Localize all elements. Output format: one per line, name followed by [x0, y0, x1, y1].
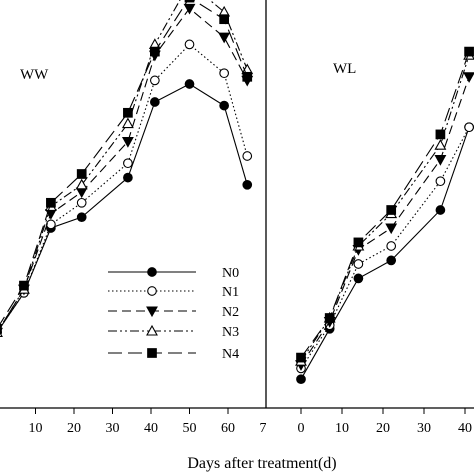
data-point-n2	[463, 72, 474, 83]
data-point-n3	[121, 117, 134, 129]
x-tick-label: 10	[29, 421, 43, 436]
x-tick-label: 20	[376, 421, 390, 436]
x-tick-label: 50	[183, 421, 197, 436]
x-tick-label: 60	[221, 421, 235, 436]
x-tick-label: 40	[144, 421, 158, 436]
legend: N0 N1 N2 N3 N4	[108, 266, 239, 362]
legend-label-n4: N4	[222, 347, 239, 362]
data-point-n4	[242, 71, 253, 82]
legend-label-n3: N3	[222, 325, 239, 340]
series-line-n2	[0, 7, 248, 329]
series-line-n0	[300, 127, 470, 380]
legend-marker-n4	[147, 348, 157, 358]
data-point-n4	[353, 237, 364, 248]
data-point-n4	[19, 280, 29, 291]
data-point-n4	[464, 46, 474, 57]
x-tick-label: 30	[417, 421, 431, 436]
series-line-n1	[300, 126, 470, 369]
data-point-n0	[76, 212, 87, 223]
data-point-n4	[296, 352, 306, 363]
data-point-n2	[385, 223, 398, 235]
panel-wl: 0 10 20 30 40	[295, 46, 474, 436]
data-point-n2	[434, 155, 447, 166]
data-point-n1	[353, 259, 364, 269]
panel-ww: 10 20 30 40 50 60 70	[0, 0, 274, 436]
data-point-n2	[121, 137, 134, 148]
data-point-n0	[219, 100, 229, 111]
data-point-n4	[0, 323, 2, 334]
data-point-n4	[219, 14, 230, 25]
legend-label-n0: N0	[222, 266, 239, 281]
data-point-n3	[0, 331, 3, 337]
data-point-n0	[242, 179, 253, 190]
legend-label-n2: N2	[222, 305, 239, 320]
data-point-n4	[435, 129, 446, 140]
data-point-n3	[434, 139, 447, 150]
panel-label-ww: WW	[20, 67, 49, 83]
data-point-n4	[150, 46, 160, 57]
data-point-n4	[123, 107, 133, 118]
data-point-n4	[184, 0, 195, 3]
data-point-n0	[150, 97, 160, 107]
data-point-n0	[123, 172, 133, 183]
data-point-n2	[218, 32, 231, 44]
data-point-n1	[123, 158, 133, 169]
legend-marker-n2	[146, 306, 158, 318]
legend-marker-n1	[147, 286, 157, 296]
x-tick-label: 70	[260, 421, 274, 436]
data-point-n0	[386, 255, 397, 266]
data-point-n1	[46, 219, 56, 230]
series-line-n0	[0, 83, 248, 329]
data-point-n1	[464, 122, 474, 133]
data-point-n3	[75, 178, 88, 190]
legend-marker-n0	[147, 267, 157, 277]
data-point-n1	[242, 151, 253, 161]
x-tick-label: 40	[458, 421, 472, 436]
series-line-n4	[300, 51, 470, 358]
legend-marker-n3	[146, 324, 158, 336]
data-point-n4	[324, 313, 335, 323]
data-point-n0	[296, 374, 306, 385]
legend-label-n1: N1	[222, 285, 239, 300]
data-point-n4	[386, 205, 397, 215]
x-axis-label: Days after treatment(d)	[187, 455, 336, 472]
data-point-n1	[76, 197, 87, 208]
data-point-n0	[184, 79, 195, 89]
series-line-n2	[300, 76, 470, 366]
data-point-n1	[435, 176, 446, 187]
data-point-n1	[219, 68, 229, 79]
data-point-n4	[76, 169, 87, 179]
data-point-n2	[183, 3, 196, 15]
x-tick-label: 30	[106, 421, 120, 436]
series-line-n3	[0, 0, 248, 329]
x-tick-label: 0	[298, 421, 305, 436]
data-point-n0	[353, 273, 364, 284]
data-point-n4	[46, 197, 56, 208]
data-point-n1	[150, 75, 160, 86]
series-line-n1	[0, 43, 248, 329]
x-tick-label: 20	[67, 421, 81, 436]
data-point-n1	[386, 241, 397, 251]
data-point-n1	[184, 39, 195, 50]
data-point-n0	[435, 205, 446, 215]
panel-label-wl: WL	[333, 61, 356, 77]
x-tick-label: 10	[335, 421, 349, 436]
